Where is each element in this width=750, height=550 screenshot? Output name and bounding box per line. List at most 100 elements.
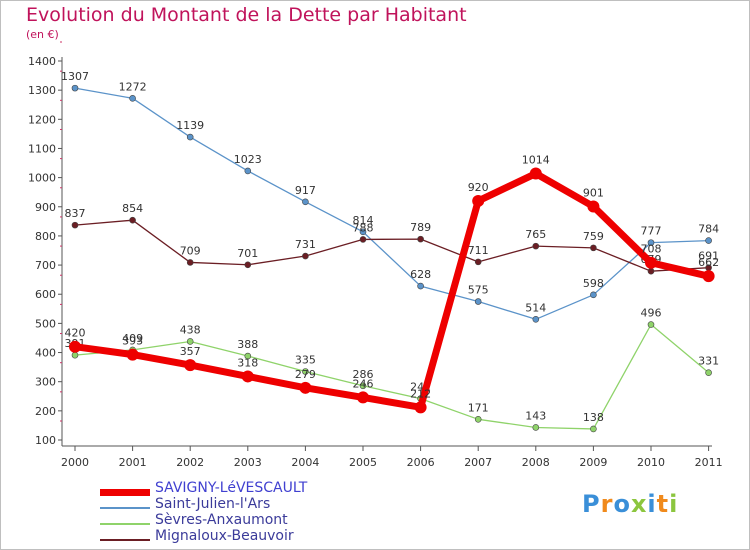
data-label: 789 — [410, 221, 431, 234]
data-label: 708 — [641, 243, 662, 256]
line-chart: 100 200 300 400 500 600 700 800 900 1000 1100 1200 1… — [28, 41, 723, 469]
data-label: 286 — [353, 368, 374, 381]
data-label: 409 — [122, 332, 143, 345]
data-label: 662 — [698, 256, 719, 269]
y-tick-label: 200 — [35, 405, 56, 418]
x-tick-label: 2000 — [61, 456, 89, 469]
data-point — [359, 382, 367, 390]
data-point — [129, 216, 136, 224]
data-label: 331 — [698, 355, 719, 368]
data-point — [302, 198, 309, 206]
x-tick-label: 2008 — [522, 456, 550, 469]
data-label: 1023 — [234, 153, 262, 166]
y-tick-label: 100 — [35, 434, 56, 447]
data-point — [647, 321, 655, 328]
data-point — [474, 416, 482, 423]
data-label: 335 — [295, 353, 316, 366]
x-tick-label: 2011 — [695, 456, 723, 469]
data-point — [532, 316, 540, 323]
data-point — [302, 252, 309, 260]
data-label: 143 — [525, 409, 546, 422]
data-point — [532, 424, 540, 431]
data-label: 496 — [641, 307, 662, 320]
data-label: 784 — [698, 223, 719, 236]
data-point — [71, 84, 79, 92]
x-tick-label: 2010 — [637, 456, 665, 469]
data-point — [645, 256, 657, 269]
data-label: 598 — [583, 277, 604, 290]
legend-label: Sèvres-Anxaumont — [155, 512, 288, 528]
data-point — [590, 425, 597, 433]
data-label: 711 — [468, 244, 489, 257]
logo-letter: t — [656, 490, 670, 518]
data-point — [532, 242, 540, 250]
logo-letter: x — [630, 490, 648, 518]
data-label: 765 — [525, 228, 546, 241]
y-tick-label: 400 — [35, 347, 56, 360]
y-tick-label: 1200 — [28, 113, 56, 126]
data-label: 854 — [122, 202, 143, 215]
data-point — [587, 200, 600, 213]
data-label: 438 — [180, 323, 201, 336]
data-point — [702, 270, 715, 283]
data-label: 837 — [65, 207, 86, 220]
data-label: 318 — [237, 356, 258, 369]
chart-unit: (en €) — [26, 28, 59, 41]
legend-label: SAVIGNY-LéVESCAULT — [155, 480, 308, 496]
y-tick-label: 300 — [35, 376, 56, 389]
data-point — [474, 258, 482, 266]
data-label: 1307 — [61, 70, 89, 83]
data-point — [590, 291, 597, 299]
data-point — [244, 261, 252, 269]
data-point — [590, 244, 597, 252]
series-line — [74, 323, 710, 430]
x-tick-label: 2001 — [119, 456, 147, 469]
data-point — [302, 368, 309, 375]
data-label: 628 — [410, 268, 431, 281]
logo-letter: P — [582, 490, 601, 518]
x-tick-label: 2003 — [234, 456, 262, 469]
data-label: 357 — [180, 345, 201, 358]
proxiti-logo: Proxiti — [582, 490, 678, 518]
data-label: 1014 — [522, 154, 550, 167]
data-point — [244, 352, 252, 360]
data-point — [244, 167, 252, 175]
data-label: 393 — [122, 335, 143, 348]
logo-letter: i — [669, 490, 679, 518]
data-point — [71, 351, 79, 359]
data-label: 279 — [295, 368, 316, 381]
data-label: 575 — [468, 284, 489, 297]
data-label: 420 — [65, 327, 86, 340]
data-point — [705, 237, 712, 244]
data-label: 920 — [468, 181, 489, 194]
data-point — [186, 259, 194, 266]
y-tick-label: 900 — [35, 201, 56, 214]
data-point — [184, 359, 197, 372]
data-label: 777 — [641, 225, 662, 238]
data-point — [69, 340, 81, 353]
data-point — [241, 370, 254, 383]
data-label: 388 — [237, 338, 258, 351]
data-point — [186, 133, 194, 141]
data-point — [71, 221, 79, 229]
data-point — [417, 282, 424, 290]
series-line — [74, 87, 709, 320]
data-point — [417, 235, 424, 243]
y-tick-label: 500 — [35, 317, 56, 330]
data-label: 701 — [237, 247, 258, 260]
data-label: 1139 — [176, 119, 204, 132]
data-label: 759 — [583, 230, 604, 243]
legend-swatch — [100, 488, 150, 496]
legend-swatch — [100, 523, 150, 525]
x-tick-label: 2004 — [291, 456, 319, 469]
series-line — [74, 170, 710, 411]
logo-letter: o — [613, 490, 631, 518]
y-tick-label: 1100 — [28, 142, 56, 155]
data-label: 246 — [353, 377, 374, 390]
data-label: 917 — [295, 184, 316, 197]
data-point — [472, 194, 485, 207]
data-point — [705, 369, 712, 376]
data-label: 691 — [698, 250, 719, 263]
data-label: 901 — [583, 186, 604, 199]
